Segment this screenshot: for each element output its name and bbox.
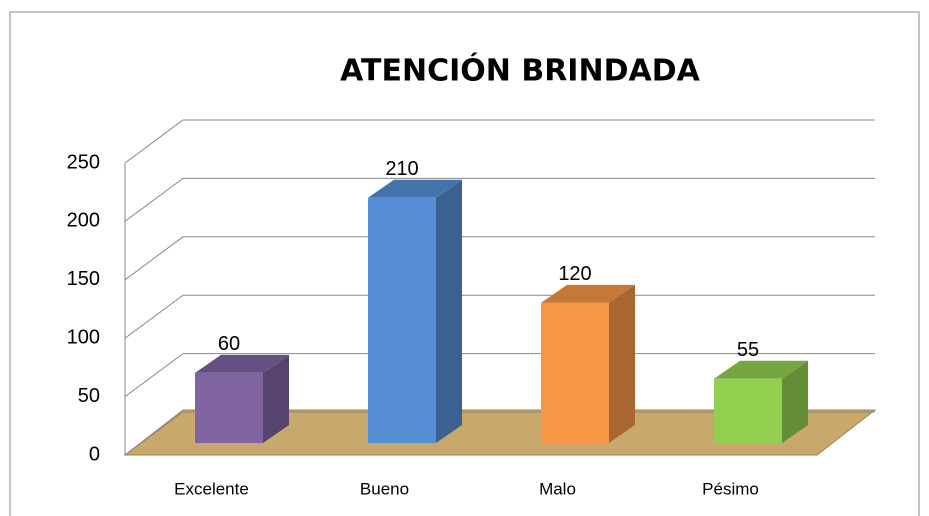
data-label: 60 [218, 333, 240, 355]
y-tick-label: 0 [89, 443, 100, 465]
x-tick-label: Malo [539, 479, 576, 498]
bar-top [541, 284, 635, 303]
y-tick-label: 150 [67, 268, 100, 290]
chart-frame [9, 11, 920, 516]
y-tick-label: 250 [67, 151, 100, 173]
bar-side [609, 284, 635, 443]
grid-line [124, 353, 875, 398]
grid-line [124, 236, 875, 281]
grid-line [124, 411, 875, 456]
y-tick-label: 100 [67, 326, 100, 348]
y-tick-label: 50 [78, 385, 100, 407]
data-label: 210 [385, 158, 418, 180]
x-tick-label: Pésimo [702, 479, 759, 498]
bar [541, 302, 609, 443]
bar-top [368, 179, 462, 198]
bar-side [782, 360, 808, 443]
grid-line [124, 177, 875, 222]
grid-line [124, 119, 875, 164]
bar [368, 197, 436, 443]
bar-top [195, 354, 289, 373]
bar [714, 378, 782, 443]
bar-top [714, 360, 808, 379]
x-tick-label: Excelente [174, 479, 249, 498]
bar-side [263, 354, 289, 443]
bar-side [436, 179, 462, 443]
x-tick-label: Bueno [360, 479, 409, 498]
bar [195, 372, 263, 443]
chart-title: ATENCIÓN BRINDADA [340, 52, 700, 89]
data-label: 55 [737, 339, 759, 361]
grid-line [124, 294, 875, 339]
floor [123, 409, 877, 456]
y-tick-label: 200 [67, 210, 100, 232]
data-label: 120 [558, 263, 591, 285]
